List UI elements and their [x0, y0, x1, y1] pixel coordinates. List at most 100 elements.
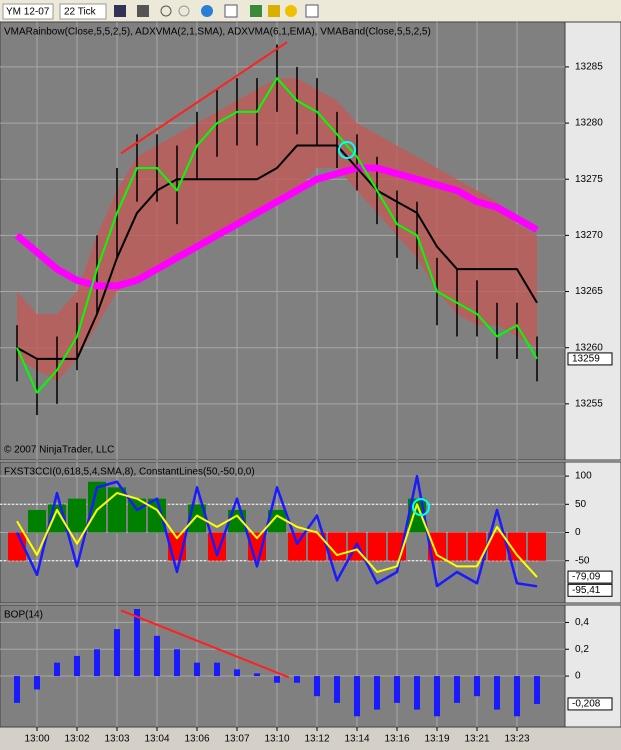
y-tick-label: 0 [575, 671, 581, 682]
icon-zoom-in[interactable] [160, 5, 172, 17]
trend-line [120, 609, 290, 679]
x-tick-label: 13:10 [264, 734, 289, 745]
bop-bar [454, 676, 460, 703]
icon-properties[interactable] [224, 4, 238, 18]
y-tick-label: 13275 [575, 174, 603, 185]
x-tick-label: 13:14 [344, 734, 369, 745]
series-line [16, 77, 538, 394]
bop-bar [174, 649, 180, 677]
y-tick-label: 0,2 [575, 644, 589, 655]
instrument[interactable]: YM 12-07 [6, 7, 50, 18]
icon-strategy[interactable] [250, 5, 262, 17]
trend-line [120, 41, 288, 155]
toolbar-icons [114, 4, 319, 18]
bop-bar [94, 649, 100, 677]
panel [0, 605, 565, 727]
histogram-bar [308, 532, 326, 561]
y-tick-label: 50 [575, 499, 587, 510]
bop-bar [54, 662, 60, 677]
histogram-bar [428, 532, 446, 561]
histogram-bar [28, 509, 46, 533]
x-tick-label: 13:23 [504, 734, 529, 745]
y-tick-label: 13255 [575, 398, 603, 409]
bop-bar [274, 676, 280, 683]
histogram-bar [128, 498, 146, 533]
histogram-bar [468, 532, 486, 561]
x-axis [0, 727, 621, 750]
y-tick-label: 0,4 [575, 617, 589, 628]
icon-data-box[interactable] [305, 4, 319, 18]
bop-bar [254, 673, 260, 677]
bop-bar [414, 676, 420, 710]
histogram-bar [68, 498, 86, 533]
bop-bar [514, 676, 520, 717]
histogram-bar [508, 532, 526, 561]
histogram-bar [448, 532, 466, 561]
bop-bar [114, 629, 120, 677]
bop-bar [534, 676, 540, 704]
last-value-label: -0,208 [572, 699, 601, 710]
x-tick-label: 13:06 [184, 734, 209, 745]
icon-coin[interactable] [285, 5, 297, 17]
bop-bar [434, 676, 440, 717]
interval[interactable]: 22 Tick [64, 7, 97, 18]
histogram-bar [368, 532, 386, 561]
bop-bar [34, 676, 40, 690]
last-value-label: -95,41 [572, 585, 601, 596]
bop-bar [74, 655, 80, 677]
y-tick-label: 13270 [575, 230, 603, 241]
icon-bars[interactable] [114, 5, 126, 17]
series-line [15, 474, 538, 588]
interval-box[interactable] [59, 3, 107, 20]
y-tick-label: -50 [575, 555, 590, 566]
y-axis-background [564, 21, 621, 461]
last-value-label: 13259 [572, 354, 600, 365]
panel-title: VMARainbow(Close,5,5,2,5), ADXVMA(2,1,SM… [4, 27, 431, 38]
bop-bar [194, 662, 200, 677]
plot-background [0, 604, 566, 728]
x-tick-label: 13:00 [24, 734, 49, 745]
icon-zoom-out[interactable] [178, 5, 190, 17]
panel-title: BOP(14) [4, 610, 43, 621]
bop-bar [314, 676, 320, 697]
histogram-bar [488, 532, 506, 561]
bop-bar [234, 669, 240, 677]
last-value-label: -79,09 [572, 572, 601, 583]
y-tick-label: 13265 [575, 286, 603, 297]
bop-bar [334, 676, 340, 703]
highlight-circle [338, 141, 356, 160]
panel [0, 462, 565, 603]
y-tick-label: 13260 [575, 342, 603, 353]
bop-bar [374, 676, 380, 710]
x-tick-label: 13:12 [304, 734, 329, 745]
histogram-bar [88, 481, 106, 533]
x-tick-label: 13:07 [224, 734, 249, 745]
icon-globe[interactable] [201, 5, 213, 17]
bop-bar [394, 676, 400, 703]
series-line [14, 164, 539, 290]
icon-draw[interactable] [137, 5, 149, 17]
y-tick-label: 100 [575, 471, 592, 482]
bop-bar [154, 635, 160, 677]
last-value-box [567, 570, 613, 584]
bop-bar [474, 676, 480, 697]
histogram-bar [268, 509, 286, 533]
histogram-bar [108, 487, 126, 533]
histogram-bar [528, 532, 546, 561]
y-tick-label: 13285 [575, 62, 603, 73]
last-value-box [567, 697, 613, 711]
instrument-box[interactable] [2, 3, 54, 20]
x-tick-label: 13:19 [424, 734, 449, 745]
icon-indicators[interactable] [268, 5, 280, 17]
highlight-circle [412, 498, 430, 517]
copyright: © 2007 NinjaTrader, LLC [4, 445, 114, 456]
bop-bar [494, 676, 500, 710]
x-tick-label: 13:03 [104, 734, 129, 745]
last-value-box [567, 583, 613, 597]
bop-bar [294, 676, 300, 683]
x-tick-label: 13:16 [384, 734, 409, 745]
x-tick-label: 13:21 [464, 734, 489, 745]
panel [0, 22, 565, 460]
y-tick-label: 0 [575, 527, 581, 538]
histogram-bar [148, 498, 166, 533]
